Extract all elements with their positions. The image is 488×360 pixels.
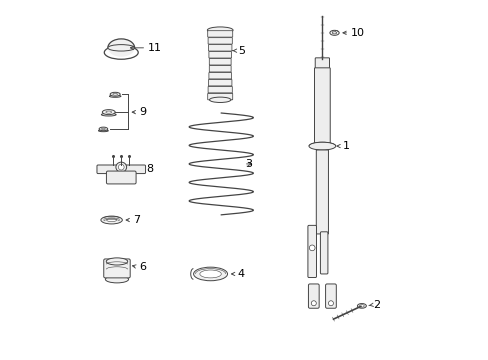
FancyBboxPatch shape: [325, 284, 336, 308]
Ellipse shape: [106, 219, 116, 222]
Ellipse shape: [359, 305, 364, 307]
FancyBboxPatch shape: [307, 225, 316, 278]
Ellipse shape: [105, 276, 128, 283]
FancyBboxPatch shape: [207, 31, 232, 37]
Text: 9: 9: [139, 107, 146, 117]
Ellipse shape: [200, 270, 221, 278]
FancyBboxPatch shape: [209, 66, 231, 72]
Ellipse shape: [357, 303, 366, 308]
Ellipse shape: [209, 97, 230, 103]
Text: 1: 1: [342, 141, 349, 151]
Text: 7: 7: [133, 215, 140, 225]
Text: 11: 11: [148, 43, 162, 53]
FancyBboxPatch shape: [314, 68, 329, 145]
FancyBboxPatch shape: [106, 171, 136, 184]
Text: 5: 5: [237, 46, 244, 56]
Ellipse shape: [332, 32, 336, 34]
FancyBboxPatch shape: [208, 86, 232, 93]
Ellipse shape: [101, 113, 116, 116]
Ellipse shape: [101, 216, 122, 224]
FancyBboxPatch shape: [207, 93, 232, 100]
Circle shape: [311, 301, 316, 306]
Ellipse shape: [108, 39, 134, 57]
FancyBboxPatch shape: [208, 38, 232, 44]
Text: 8: 8: [146, 164, 153, 174]
Ellipse shape: [329, 30, 339, 35]
FancyBboxPatch shape: [320, 232, 327, 274]
Ellipse shape: [110, 92, 120, 96]
Ellipse shape: [99, 127, 107, 131]
Text: 6: 6: [139, 262, 146, 272]
Ellipse shape: [113, 93, 117, 95]
Circle shape: [118, 164, 124, 170]
Text: 10: 10: [350, 28, 364, 38]
Circle shape: [328, 301, 333, 306]
FancyBboxPatch shape: [316, 150, 328, 234]
Ellipse shape: [116, 162, 126, 172]
Ellipse shape: [106, 111, 111, 113]
Circle shape: [309, 245, 314, 251]
Ellipse shape: [106, 258, 127, 265]
Ellipse shape: [102, 110, 115, 114]
FancyBboxPatch shape: [308, 284, 319, 308]
FancyBboxPatch shape: [103, 259, 130, 278]
FancyBboxPatch shape: [208, 51, 231, 58]
Ellipse shape: [98, 130, 108, 132]
Text: 3: 3: [245, 159, 252, 169]
Ellipse shape: [207, 27, 233, 33]
Ellipse shape: [308, 142, 335, 150]
Text: 2: 2: [373, 300, 380, 310]
FancyBboxPatch shape: [315, 58, 329, 69]
FancyBboxPatch shape: [208, 80, 231, 86]
Text: 4: 4: [237, 269, 244, 279]
Ellipse shape: [101, 128, 105, 130]
FancyBboxPatch shape: [208, 45, 231, 51]
Ellipse shape: [109, 95, 121, 97]
FancyBboxPatch shape: [97, 165, 145, 174]
FancyBboxPatch shape: [209, 59, 231, 65]
Ellipse shape: [108, 45, 134, 51]
Ellipse shape: [193, 267, 227, 281]
FancyBboxPatch shape: [208, 72, 231, 79]
